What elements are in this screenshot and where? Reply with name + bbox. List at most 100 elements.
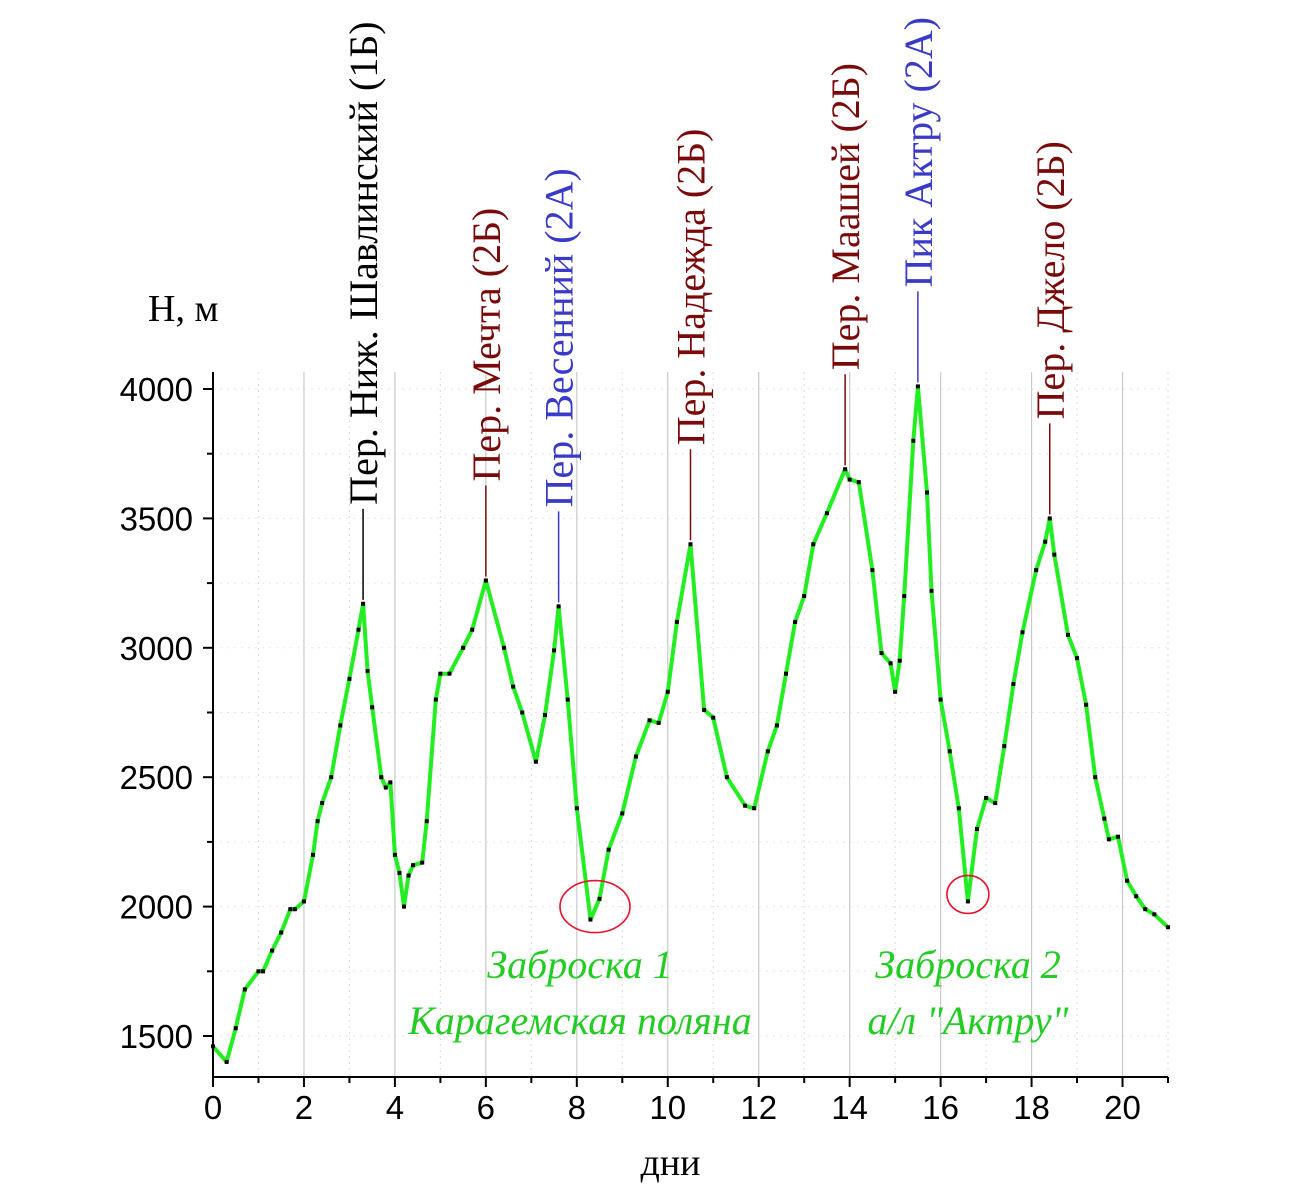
x-tick-label: 4: [386, 1089, 404, 1126]
data-point: [379, 775, 384, 780]
data-point: [752, 806, 757, 811]
data-point: [847, 477, 852, 482]
data-point: [1084, 702, 1089, 707]
x-tick-label: 18: [1013, 1089, 1050, 1126]
data-point: [461, 645, 466, 650]
data-point: [411, 863, 416, 868]
peak-label: Пик Актру (2А): [896, 17, 941, 288]
data-point: [956, 806, 961, 811]
data-point: [743, 803, 748, 808]
data-point: [533, 759, 538, 764]
data-point: [1002, 744, 1007, 749]
data-point: [406, 873, 411, 878]
y-tick-label: 3500: [120, 500, 193, 537]
data-point: [843, 467, 848, 472]
data-point: [383, 785, 388, 790]
peak-label: Пер. Мечта (2Б): [464, 208, 509, 482]
data-point: [320, 801, 325, 806]
data-point: [338, 723, 343, 728]
data-point: [301, 899, 306, 904]
data-point: [502, 645, 507, 650]
peak-label: Пер. Ниж. Шавлинский (1Б): [341, 21, 386, 504]
plot-area: [211, 384, 1170, 1064]
data-point: [633, 754, 638, 759]
data-point: [938, 697, 943, 702]
x-tick-label: 6: [477, 1089, 495, 1126]
x-tick-label: 10: [649, 1089, 686, 1126]
data-point: [765, 749, 770, 754]
data-point: [424, 819, 429, 824]
data-point: [1075, 656, 1080, 661]
data-point: [656, 720, 661, 725]
data-point: [261, 969, 266, 974]
drop-circle: [559, 879, 631, 934]
data-point: [402, 904, 406, 909]
data-point: [556, 604, 561, 609]
data-point: [1034, 568, 1039, 573]
data-point: [1102, 816, 1107, 821]
data-point: [911, 438, 916, 443]
x-tick-label: 0: [204, 1089, 222, 1126]
data-point: [1125, 878, 1130, 883]
data-point: [361, 601, 366, 606]
x-tick-label: 12: [740, 1089, 777, 1126]
x-axis-title: дни: [640, 1142, 700, 1184]
data-point: [947, 749, 952, 754]
data-point: [1065, 632, 1070, 637]
data-point: [784, 671, 788, 676]
drop-circle: [946, 874, 990, 915]
data-point: [347, 676, 352, 681]
y-tick-label: 2000: [120, 889, 193, 926]
data-point: [665, 689, 670, 694]
peak-label: Пер. Джело (2Б): [1028, 141, 1073, 419]
data-point: [438, 671, 443, 676]
data-point: [702, 707, 707, 712]
data-point: [329, 775, 334, 780]
data-point: [552, 648, 557, 653]
data-point: [1093, 775, 1098, 780]
data-point: [588, 917, 593, 922]
labels: дни H, м Пер. Ниж. Шавлинский (1Б) Пер. Меч…: [148, 17, 1073, 1184]
data-point: [279, 930, 284, 935]
data-point: [924, 490, 929, 495]
data-point: [224, 1059, 229, 1064]
data-point: [420, 860, 425, 865]
drop-annotation: Заброска 1: [487, 942, 672, 987]
x-tick-label: 14: [831, 1089, 868, 1126]
data-point: [915, 384, 920, 389]
data-point: [542, 713, 547, 718]
y-tick-label: 4000: [120, 371, 193, 408]
peak-label: Пер. Весенний (2А): [537, 168, 582, 507]
data-point: [311, 852, 316, 857]
data-point: [365, 669, 370, 674]
data-point: [1043, 539, 1048, 544]
data-point: [433, 697, 438, 702]
data-point: [965, 899, 970, 904]
data-point: [893, 689, 898, 694]
data-point: [993, 801, 998, 806]
data-point: [392, 852, 397, 857]
data-point: [856, 480, 861, 485]
x-tick-label: 16: [922, 1089, 959, 1126]
data-point: [1052, 552, 1057, 557]
data-point: [1011, 682, 1016, 687]
drop-annotation: а/л "Актру": [868, 998, 1069, 1043]
data-point: [688, 542, 693, 547]
data-point: [1134, 894, 1139, 899]
y-tick-label: 2500: [120, 759, 193, 796]
data-point: [270, 948, 275, 953]
data-point: [574, 806, 579, 811]
drop-annotation: Заброска 2: [875, 942, 1060, 987]
data-point: [929, 588, 934, 593]
data-point: [356, 627, 361, 632]
data-point: [870, 568, 875, 573]
data-point: [1047, 516, 1052, 521]
data-point: [902, 594, 907, 599]
y-tick-label: 1500: [120, 1018, 193, 1055]
data-point: [1166, 925, 1170, 930]
data-point: [511, 684, 516, 689]
data-point: [233, 1026, 238, 1031]
data-point: [1115, 834, 1120, 839]
data-point: [256, 969, 261, 974]
